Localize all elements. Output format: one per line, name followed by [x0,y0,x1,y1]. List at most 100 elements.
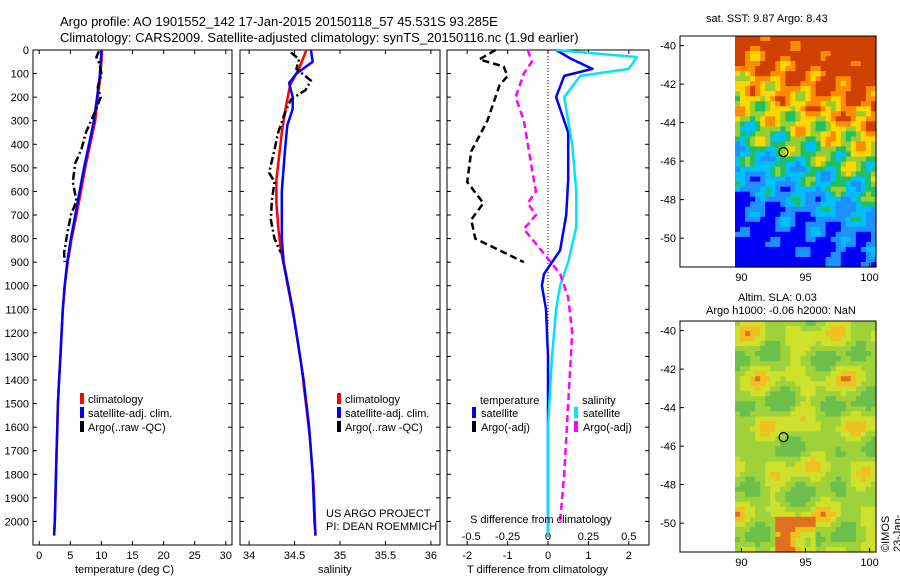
map-cell [735,436,741,443]
map-cell [795,101,801,107]
map-cell [825,211,832,218]
map-cell [755,371,761,377]
map-cell [815,206,822,213]
y-tick-label: 100 [11,69,29,81]
map-cell [855,501,862,508]
map-cell [825,426,832,433]
map-cell [865,516,872,523]
map-cell [871,431,877,438]
map-cell [735,386,741,392]
map-cell [785,461,791,468]
map-cell [830,101,837,107]
map-cell [850,396,857,402]
map-cell [800,241,807,248]
map-cell [755,436,761,443]
map-cell [805,516,812,523]
map-cell [871,542,877,548]
map-cell [755,356,761,362]
map-cell [775,191,781,198]
x-tick-label: 0 [36,550,42,562]
map-cell [825,361,832,367]
map-cell [795,431,801,438]
legend-label: Argo(..raw -QC) [345,422,423,434]
map-cell [850,201,857,208]
map-cell [740,446,746,453]
map-cell [845,221,852,228]
map-cell [860,501,867,508]
x-tick-label: 95 [799,272,811,284]
map-cell [850,176,857,183]
map-cell [770,141,776,148]
map-cell [850,341,857,347]
map-cell [825,436,832,443]
map-cell [865,531,872,538]
map-cell [780,196,786,203]
map-cell [855,441,862,448]
map-cell [830,456,837,463]
map-cell [835,321,842,327]
map-cell [795,441,801,448]
map-cell [865,71,872,77]
map-cell [820,41,827,47]
map-cell [765,101,771,107]
map-cell [760,257,766,263]
map-cell [871,41,877,47]
map-cell [840,51,847,57]
map-cell [745,466,751,473]
map-cell [770,366,776,372]
map-cell [820,326,827,332]
map-cell [810,191,817,198]
x-tick-label: -2 [462,550,472,562]
map-cell [815,346,822,352]
map-cell [835,136,842,142]
map-cell [795,86,801,92]
map-cell [785,486,791,493]
map-cell [825,146,832,153]
map-cell [735,346,741,352]
map-cell [800,206,807,213]
map-cell [855,491,862,498]
map-cell [835,542,842,548]
map-cell [871,206,877,213]
map-cell [745,411,751,417]
map-cell [855,46,862,52]
map-cell [770,236,776,243]
map-cell [840,406,847,412]
map-cell [740,101,746,107]
map-cell [765,176,771,183]
map-cell [790,181,796,188]
map-cell [825,66,832,72]
map-cell [790,246,796,253]
map-cell [820,216,827,223]
map-cell [800,257,807,263]
map-cell [845,511,852,518]
y-tick-label: 1300 [5,351,29,363]
map-cell [800,471,807,478]
map-cell [790,381,796,387]
map-cell [860,421,867,427]
map-cell [740,257,746,263]
map-cell [805,241,812,248]
map-cell [845,211,852,218]
x2-tick-label: -0.25 [495,531,520,543]
map-cell [755,416,761,422]
map-cell [780,226,786,233]
map-cell [830,547,837,553]
map-cell [755,126,761,132]
map-cell [785,511,791,518]
map-cell [760,391,766,397]
map-cell [780,386,786,392]
map-cell [820,257,827,263]
map-cell [770,426,776,433]
map-cell [871,446,877,453]
map-cell [790,51,796,57]
map-cell [805,381,812,387]
map-cell [770,46,776,52]
map-cell [745,66,751,72]
map-cell [820,351,827,357]
map-cell [775,381,781,387]
map-cell [845,501,852,508]
map-cell [735,146,741,153]
map-cell [820,91,827,97]
map-cell [760,206,766,213]
